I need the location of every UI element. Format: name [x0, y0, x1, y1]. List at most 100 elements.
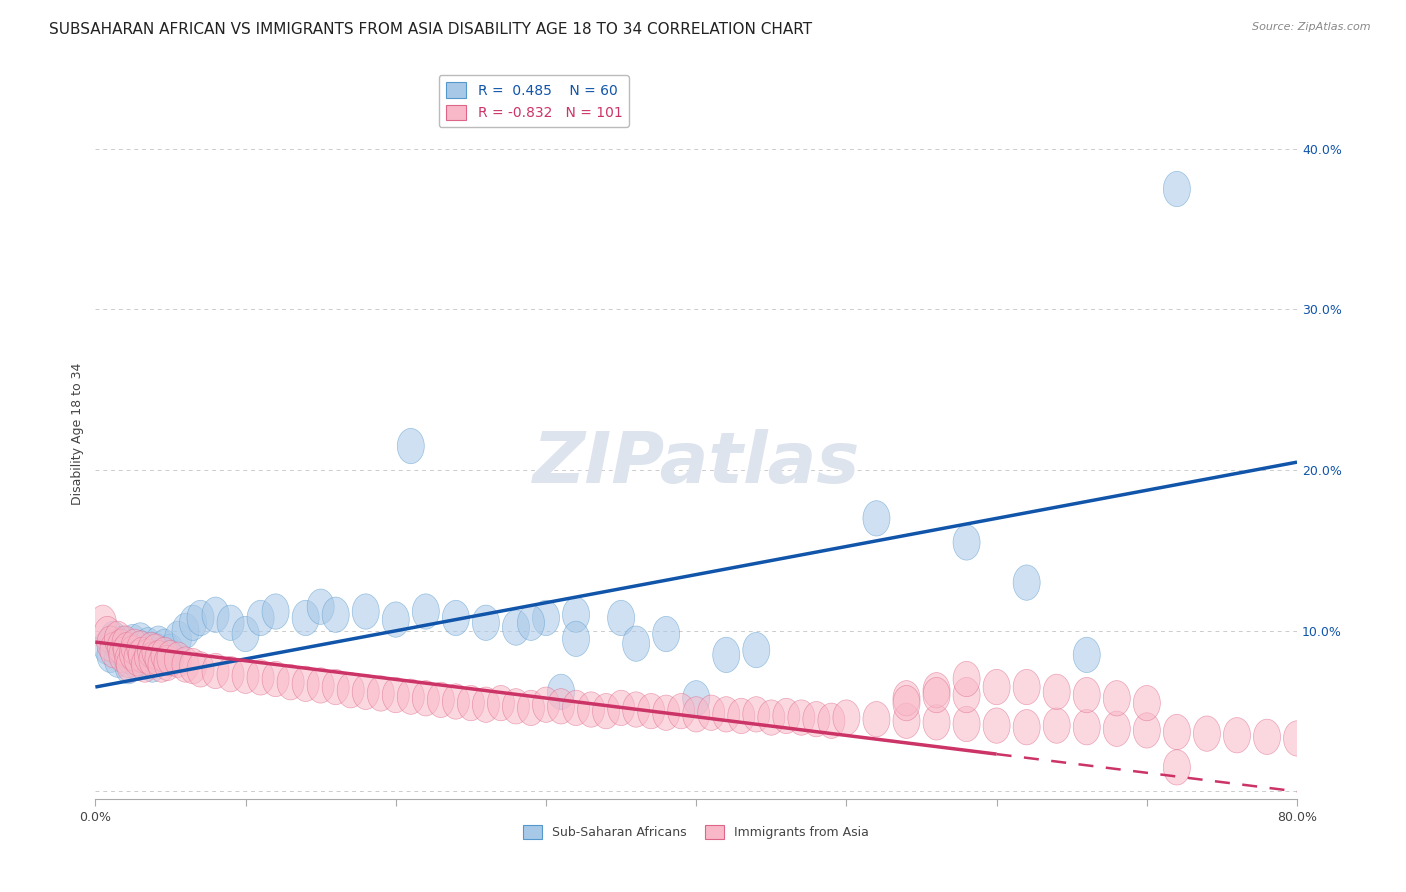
Y-axis label: Disability Age 18 to 34: Disability Age 18 to 34	[72, 363, 84, 505]
Ellipse shape	[922, 705, 950, 740]
Ellipse shape	[517, 605, 544, 640]
Ellipse shape	[953, 677, 980, 713]
Ellipse shape	[124, 645, 150, 681]
Ellipse shape	[1254, 719, 1281, 755]
Ellipse shape	[114, 628, 141, 663]
Ellipse shape	[1043, 708, 1070, 743]
Ellipse shape	[1073, 637, 1101, 673]
Ellipse shape	[547, 689, 575, 724]
Ellipse shape	[1163, 714, 1191, 749]
Ellipse shape	[135, 628, 162, 663]
Ellipse shape	[202, 653, 229, 689]
Ellipse shape	[172, 647, 200, 682]
Ellipse shape	[697, 695, 724, 731]
Ellipse shape	[893, 681, 920, 716]
Ellipse shape	[131, 647, 159, 682]
Ellipse shape	[157, 634, 184, 669]
Ellipse shape	[1163, 749, 1191, 785]
Ellipse shape	[758, 700, 785, 735]
Ellipse shape	[108, 637, 136, 673]
Ellipse shape	[138, 632, 165, 668]
Ellipse shape	[953, 524, 980, 560]
Ellipse shape	[100, 632, 127, 668]
Ellipse shape	[247, 600, 274, 636]
Ellipse shape	[232, 658, 259, 693]
Text: SUBSAHARAN AFRICAN VS IMMIGRANTS FROM ASIA DISABILITY AGE 18 TO 34 CORRELATION C: SUBSAHARAN AFRICAN VS IMMIGRANTS FROM AS…	[49, 22, 813, 37]
Ellipse shape	[307, 589, 335, 624]
Ellipse shape	[139, 647, 166, 682]
Ellipse shape	[893, 685, 920, 721]
Ellipse shape	[150, 629, 179, 665]
Ellipse shape	[107, 632, 135, 668]
Ellipse shape	[94, 616, 121, 652]
Ellipse shape	[803, 701, 830, 737]
Ellipse shape	[117, 639, 143, 674]
Ellipse shape	[104, 642, 131, 677]
Ellipse shape	[172, 613, 200, 648]
Ellipse shape	[115, 642, 142, 677]
Ellipse shape	[120, 624, 146, 660]
Ellipse shape	[97, 637, 124, 673]
Ellipse shape	[1073, 709, 1101, 745]
Ellipse shape	[165, 621, 191, 657]
Ellipse shape	[307, 668, 335, 703]
Ellipse shape	[124, 640, 150, 676]
Legend: Sub-Saharan Africans, Immigrants from Asia: Sub-Saharan Africans, Immigrants from As…	[519, 821, 875, 845]
Ellipse shape	[427, 682, 454, 717]
Ellipse shape	[180, 605, 207, 640]
Ellipse shape	[382, 677, 409, 713]
Ellipse shape	[135, 639, 162, 674]
Ellipse shape	[153, 645, 181, 681]
Ellipse shape	[100, 621, 127, 657]
Ellipse shape	[623, 626, 650, 661]
Ellipse shape	[713, 697, 740, 732]
Ellipse shape	[150, 637, 179, 673]
Ellipse shape	[652, 695, 679, 731]
Ellipse shape	[953, 661, 980, 697]
Ellipse shape	[893, 703, 920, 739]
Ellipse shape	[1133, 685, 1160, 721]
Ellipse shape	[382, 602, 409, 637]
Ellipse shape	[562, 690, 589, 725]
Ellipse shape	[1104, 711, 1130, 747]
Ellipse shape	[728, 698, 755, 733]
Ellipse shape	[217, 657, 245, 692]
Ellipse shape	[1043, 674, 1070, 709]
Ellipse shape	[187, 652, 214, 687]
Ellipse shape	[1133, 713, 1160, 748]
Ellipse shape	[592, 693, 620, 729]
Ellipse shape	[1163, 171, 1191, 207]
Ellipse shape	[165, 642, 191, 677]
Ellipse shape	[472, 605, 499, 640]
Ellipse shape	[121, 634, 148, 669]
Ellipse shape	[367, 676, 394, 711]
Ellipse shape	[502, 610, 530, 645]
Ellipse shape	[637, 693, 665, 729]
Ellipse shape	[187, 600, 214, 636]
Ellipse shape	[443, 600, 470, 636]
Ellipse shape	[457, 685, 485, 721]
Ellipse shape	[217, 605, 245, 640]
Ellipse shape	[488, 685, 515, 721]
Ellipse shape	[157, 640, 184, 676]
Ellipse shape	[517, 690, 544, 725]
Ellipse shape	[112, 636, 139, 671]
Ellipse shape	[832, 700, 860, 735]
Ellipse shape	[180, 648, 207, 684]
Ellipse shape	[1073, 677, 1101, 713]
Ellipse shape	[787, 700, 815, 735]
Ellipse shape	[138, 636, 165, 671]
Ellipse shape	[262, 661, 290, 697]
Ellipse shape	[94, 629, 121, 665]
Ellipse shape	[562, 597, 589, 632]
Ellipse shape	[145, 626, 172, 661]
Ellipse shape	[232, 616, 259, 652]
Ellipse shape	[153, 640, 181, 676]
Ellipse shape	[142, 634, 169, 669]
Ellipse shape	[1284, 721, 1310, 756]
Ellipse shape	[1014, 709, 1040, 745]
Ellipse shape	[131, 640, 159, 676]
Ellipse shape	[128, 637, 156, 673]
Ellipse shape	[983, 669, 1010, 705]
Ellipse shape	[742, 697, 770, 732]
